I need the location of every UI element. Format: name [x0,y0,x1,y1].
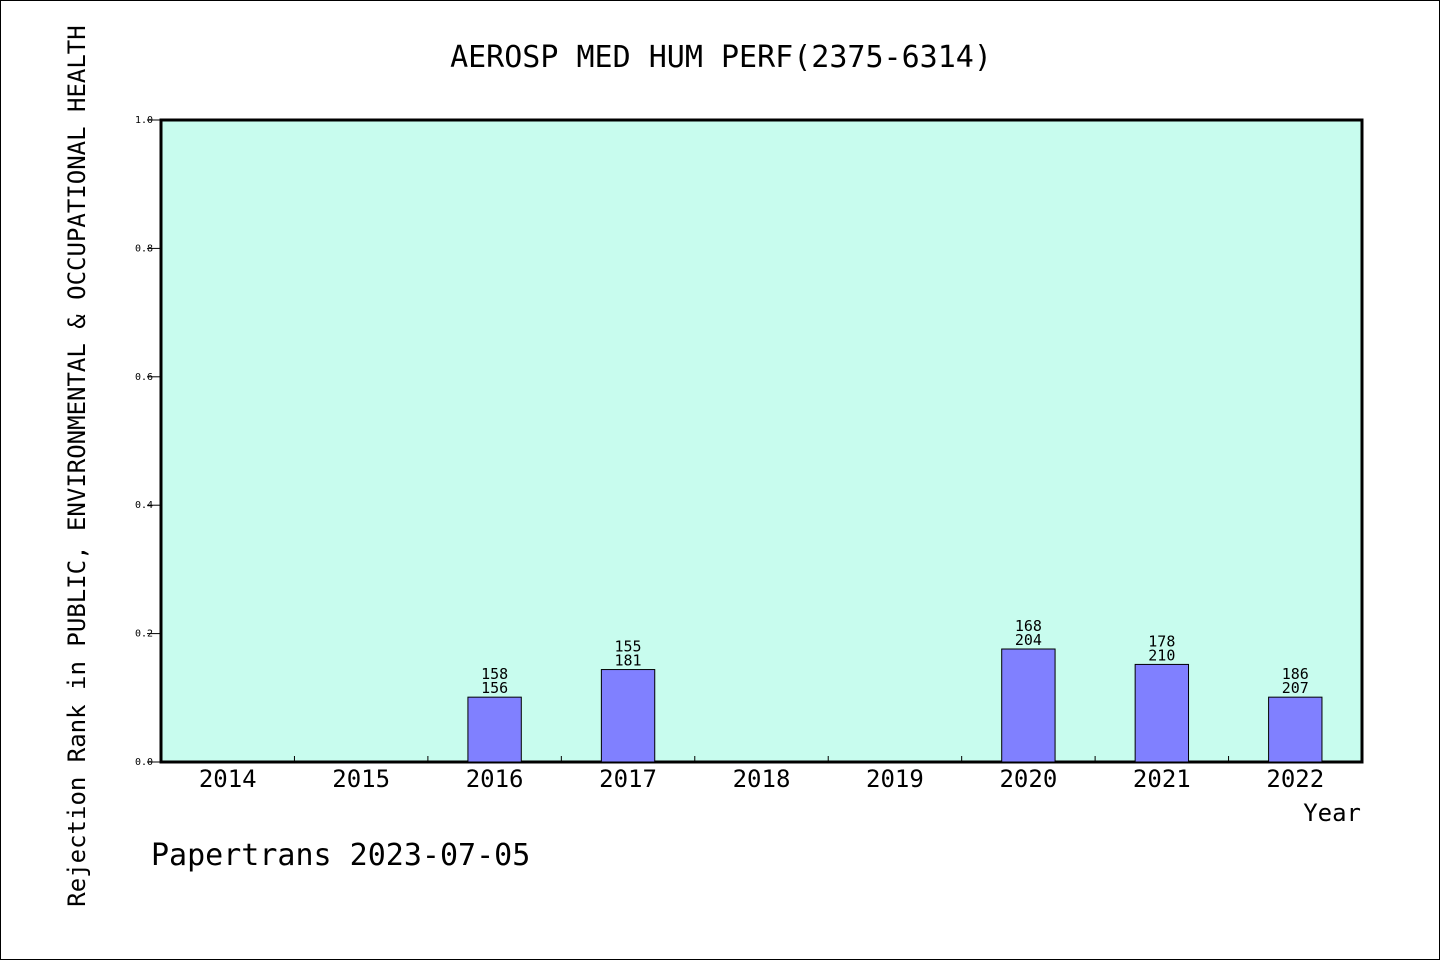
bar [600,669,656,763]
bar-label-bottom: 204 [1015,631,1042,649]
footer-credit: Papertrans 2023-07-05 [151,838,530,873]
x-tick-label: 2020 [999,765,1057,793]
bar-label-bottom: 156 [481,679,508,697]
x-tick-label: 2018 [733,765,791,793]
y-tick-label: 0.4 [135,500,153,511]
bar [1001,648,1056,763]
x-tick-label: 2019 [866,765,924,793]
x-axis-label: Year [1303,799,1361,827]
bar-label-bottom: 207 [1282,679,1309,697]
bar-label-top: 186 [1282,665,1309,683]
x-tick-label: 2017 [599,765,657,793]
bar [467,696,522,763]
bar [1268,696,1323,763]
bar-label-top: 158 [481,665,508,683]
plot-area [159,118,1364,764]
y-axis-label: Rejection Rank in PUBLIC, ENVIRONMENTAL … [63,25,91,906]
x-axis: 2014 2015 2016 2017 2018 2019 2020 2021 2022 [199,756,1324,793]
bar-label-bottom: 181 [615,652,642,670]
x-tick-label: 2016 [466,765,524,793]
y-axis: 0.0 0.2 0.4 0.6 0.8 1.0 [135,115,161,768]
x-tick-label: 2021 [1133,765,1191,793]
x-tick-label: 2022 [1266,765,1324,793]
x-tick-label: 2015 [332,765,390,793]
chart-title: AEROSP MED HUM PERF(2375-6314) [450,40,992,75]
y-tick-label: 0.8 [135,243,153,254]
bar-label-bottom: 210 [1148,646,1175,664]
x-tick-label: 2014 [199,765,257,793]
bar [1134,663,1190,763]
y-tick-label: 0.6 [135,372,153,383]
bar-label-top: 168 [1015,617,1042,635]
bar-label-top: 178 [1148,632,1175,650]
y-tick-label: 0.2 [135,629,153,640]
y-tick-label: 1.0 [135,115,153,126]
y-tick-label: 0.0 [135,757,153,768]
bar-label-top: 155 [615,638,642,656]
